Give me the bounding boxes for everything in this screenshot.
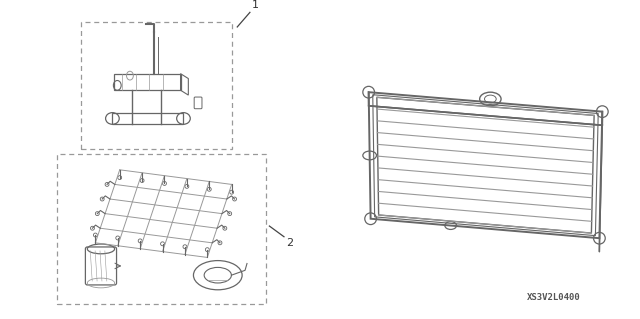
Text: 1: 1 [252,0,259,11]
Text: XS3V2L0400: XS3V2L0400 [527,293,581,302]
Bar [81,22,232,149]
Text: 2: 2 [286,238,293,248]
Bar [57,153,266,304]
